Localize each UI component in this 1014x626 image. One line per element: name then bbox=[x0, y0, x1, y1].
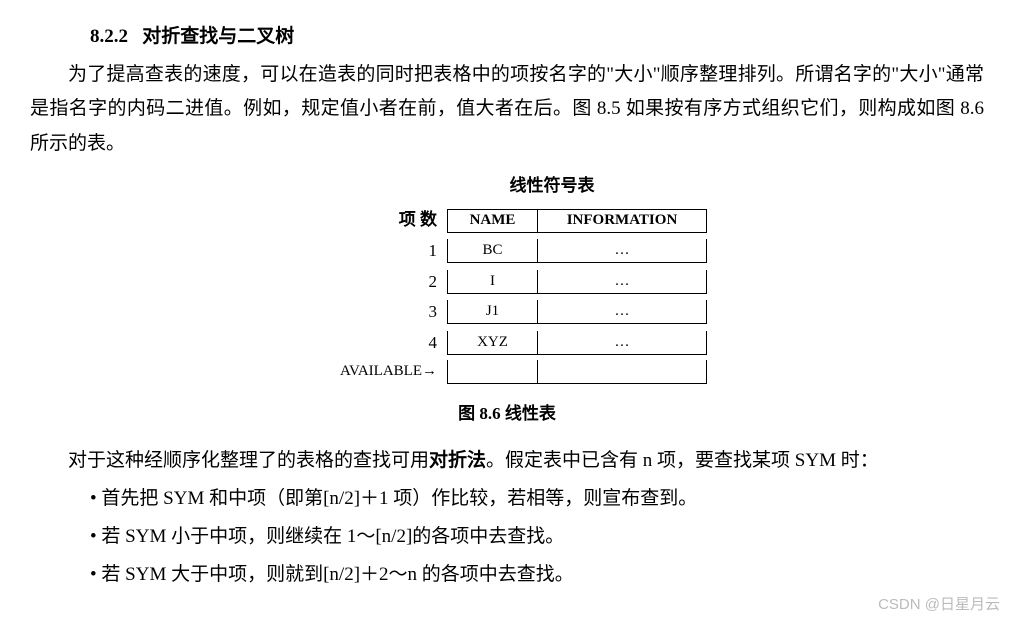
cell-name: J1 bbox=[447, 300, 537, 324]
bullet-item: • 若 SYM 大于中项，则就到[n/2]＋2～n 的各项中去查找。 bbox=[90, 558, 984, 592]
table-row: 2 I … bbox=[307, 267, 707, 298]
col-header-info: INFORMATION bbox=[537, 209, 707, 233]
bullet-item: • 首先把 SYM 和中项（即第[n/2]＋1 项）作比较，若相等，则宣布查到。 bbox=[90, 482, 984, 516]
paragraph-1: 为了提高查表的速度，可以在造表的同时把表格中的项按名字的"大小"顺序整理排列。所… bbox=[30, 58, 984, 161]
table-row: 4 XYZ … bbox=[307, 328, 707, 359]
bullet-list: • 首先把 SYM 和中项（即第[n/2]＋1 项）作比较，若相等，则宣布查到。… bbox=[90, 482, 984, 593]
bullet-item: • 若 SYM 小于中项，则继续在 1～[n/2]的各项中去查找。 bbox=[90, 520, 984, 554]
cell-info: … bbox=[537, 270, 707, 294]
row-index: 2 bbox=[307, 267, 447, 298]
table-row-header: 项 数 NAME INFORMATION bbox=[307, 205, 707, 236]
cell-empty-name bbox=[447, 360, 537, 384]
row-index: 1 bbox=[307, 236, 447, 267]
row-index: 3 bbox=[307, 297, 447, 328]
cell-name: I bbox=[447, 270, 537, 294]
paragraph-2: 对于这种经顺序化整理了的表格的查找可用对折法。假定表中已含有 n 项，要查找某项… bbox=[30, 444, 984, 478]
para2-post: 。假定表中已含有 n 项，要查找某项 SYM 时： bbox=[486, 450, 879, 471]
table-caption: 图 8.6 线性表 bbox=[30, 399, 984, 430]
table-row-available: AVAILABLE→ bbox=[307, 358, 707, 385]
row-index: 4 bbox=[307, 328, 447, 359]
cell-name: BC bbox=[447, 239, 537, 263]
bullet-text: 若 SYM 小于中项，则继续在 1～[n/2]的各项中去查找。 bbox=[101, 526, 564, 547]
table-title: 线性符号表 bbox=[510, 171, 595, 202]
section-number: 8.2.2 bbox=[90, 26, 128, 47]
row-header-label: 项 数 bbox=[307, 205, 447, 236]
table-row: 3 J1 … bbox=[307, 297, 707, 328]
cell-empty-info bbox=[537, 360, 707, 384]
watermark: CSDN @日星月云 bbox=[878, 591, 1000, 618]
available-label: AVAILABLE→ bbox=[307, 358, 447, 385]
section-heading: 8.2.2 对折查找与二叉树 bbox=[90, 20, 984, 54]
para2-pre: 对于这种经顺序化整理了的表格的查找可用 bbox=[68, 450, 429, 471]
cell-name: XYZ bbox=[447, 331, 537, 355]
col-header-name: NAME bbox=[447, 209, 537, 233]
table-row: 1 BC … bbox=[307, 236, 707, 267]
bullet-text: 若 SYM 大于中项，则就到[n/2]＋2～n 的各项中去查找。 bbox=[101, 564, 573, 585]
cell-info: … bbox=[537, 300, 707, 324]
para2-bold: 对折法 bbox=[429, 450, 486, 471]
section-title: 对折查找与二叉树 bbox=[142, 26, 294, 47]
cell-info: … bbox=[537, 331, 707, 355]
bullet-text: 首先把 SYM 和中项（即第[n/2]＋1 项）作比较，若相等，则宣布查到。 bbox=[101, 488, 697, 509]
table-container: 线性符号表 项 数 NAME INFORMATION 1 BC … 2 I … … bbox=[30, 171, 984, 386]
cell-info: … bbox=[537, 239, 707, 263]
